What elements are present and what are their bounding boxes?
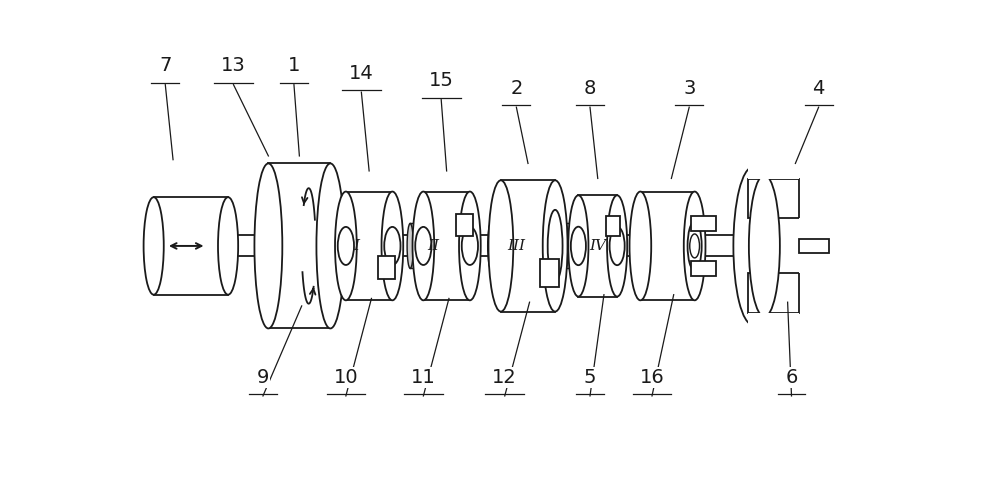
Text: II: II <box>427 239 439 253</box>
Ellipse shape <box>330 224 336 268</box>
Ellipse shape <box>218 197 238 295</box>
Ellipse shape <box>335 191 357 300</box>
Text: 13: 13 <box>221 56 246 75</box>
Ellipse shape <box>562 224 568 268</box>
Polygon shape <box>540 259 559 287</box>
Polygon shape <box>578 195 617 297</box>
Text: 16: 16 <box>640 368 664 387</box>
Text: 5: 5 <box>584 368 596 387</box>
Ellipse shape <box>345 224 351 268</box>
Text: 11: 11 <box>411 368 436 387</box>
Ellipse shape <box>571 226 586 265</box>
Polygon shape <box>491 224 506 268</box>
Text: 2: 2 <box>510 79 523 98</box>
Polygon shape <box>456 214 473 236</box>
Text: 10: 10 <box>334 368 358 387</box>
Ellipse shape <box>462 227 478 265</box>
Text: I: I <box>353 239 359 253</box>
Polygon shape <box>606 216 620 236</box>
Ellipse shape <box>459 191 481 300</box>
Polygon shape <box>501 180 555 312</box>
Ellipse shape <box>316 164 344 328</box>
Ellipse shape <box>384 227 401 265</box>
Polygon shape <box>691 261 716 276</box>
Ellipse shape <box>690 234 700 258</box>
Text: III: III <box>507 239 525 253</box>
Ellipse shape <box>578 224 584 268</box>
Ellipse shape <box>254 164 282 328</box>
Text: 3: 3 <box>683 79 695 98</box>
Ellipse shape <box>749 175 780 317</box>
Polygon shape <box>333 224 348 268</box>
Text: 8: 8 <box>584 79 596 98</box>
Ellipse shape <box>630 191 651 300</box>
Ellipse shape <box>548 210 563 282</box>
Ellipse shape <box>503 224 509 268</box>
Text: 9: 9 <box>257 368 269 387</box>
Polygon shape <box>691 216 716 231</box>
Polygon shape <box>378 256 395 279</box>
Polygon shape <box>799 239 829 253</box>
Ellipse shape <box>488 224 494 268</box>
Ellipse shape <box>382 191 403 300</box>
Text: 15: 15 <box>429 71 454 90</box>
Ellipse shape <box>415 227 432 265</box>
Ellipse shape <box>543 180 568 312</box>
Ellipse shape <box>568 195 588 297</box>
Polygon shape <box>748 274 799 313</box>
Text: 1: 1 <box>288 56 300 75</box>
Ellipse shape <box>684 191 705 300</box>
Text: IV: IV <box>589 239 606 253</box>
Ellipse shape <box>413 191 434 300</box>
Polygon shape <box>154 197 228 295</box>
Ellipse shape <box>610 226 625 265</box>
Polygon shape <box>346 191 392 300</box>
Polygon shape <box>748 179 799 218</box>
Ellipse shape <box>733 167 772 325</box>
Polygon shape <box>268 164 330 328</box>
Polygon shape <box>168 235 776 257</box>
Polygon shape <box>423 191 470 300</box>
Ellipse shape <box>423 224 429 268</box>
Polygon shape <box>748 166 799 179</box>
Polygon shape <box>565 224 581 268</box>
Text: 7: 7 <box>159 56 171 75</box>
Text: 6: 6 <box>785 368 798 387</box>
Polygon shape <box>748 313 799 326</box>
Ellipse shape <box>338 227 354 265</box>
Ellipse shape <box>407 224 413 268</box>
Ellipse shape <box>144 197 164 295</box>
Polygon shape <box>799 218 832 274</box>
Ellipse shape <box>488 180 513 312</box>
Text: 12: 12 <box>492 368 517 387</box>
Polygon shape <box>410 224 426 268</box>
Ellipse shape <box>607 195 627 297</box>
Polygon shape <box>640 191 695 300</box>
Text: 14: 14 <box>349 64 374 83</box>
Ellipse shape <box>688 222 702 270</box>
Text: 4: 4 <box>812 79 825 98</box>
